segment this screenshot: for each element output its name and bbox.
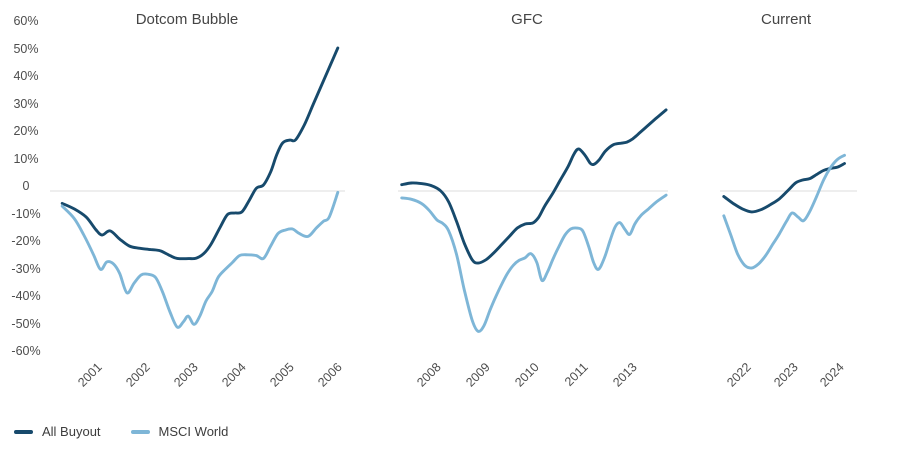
- y-axis-tick-label: -10%: [11, 206, 41, 221]
- panel-title-gfc: GFC: [511, 11, 543, 28]
- series-line-msci-world: [400, 193, 668, 333]
- y-axis-tick-label: -20%: [11, 234, 41, 248]
- panel-title-dotcom-bubble: Dotcom Bubble: [135, 11, 239, 28]
- panel-title-current: Current: [760, 11, 812, 28]
- legend-label-msci-world: MSCI World: [158, 424, 229, 439]
- y-axis-tick-label: -40%: [11, 289, 41, 303]
- legend: All Buyout MSCI World: [14, 424, 228, 440]
- legend-item-msci-world: MSCI World: [130, 424, 229, 440]
- y-axis-tick-label: 50%: [13, 41, 39, 56]
- y-axis-tick-label: -60%: [11, 344, 41, 358]
- series-line-all-buyout: [400, 108, 668, 265]
- y-axis-tick-label: 20%: [13, 124, 39, 138]
- y-axis-tick-label: 60%: [13, 14, 39, 28]
- legend-item-all-buyout: All Buyout: [14, 424, 101, 440]
- legend-label-all-buyout: All Buyout: [42, 424, 101, 439]
- series-line-all-buyout: [722, 162, 846, 214]
- y-axis-tick-label: 0: [22, 179, 30, 193]
- panel-current: [720, 153, 857, 270]
- series-line-msci-world: [722, 153, 846, 270]
- series-line-all-buyout: [60, 46, 340, 261]
- panel-dotcom-bubble: [50, 46, 345, 329]
- series-line-msci-world: [60, 190, 340, 329]
- y-axis-tick-label: -50%: [11, 316, 41, 331]
- y-axis-tick-label: 30%: [13, 96, 39, 111]
- legend-swatch-all-buyout: [14, 430, 33, 434]
- panel-gfc: [398, 108, 668, 333]
- y-axis-tick-label: 40%: [13, 69, 39, 83]
- legend-swatch-msci-world: [130, 430, 150, 434]
- y-axis-tick-label: -30%: [11, 261, 41, 276]
- y-axis-tick-label: 10%: [13, 151, 39, 166]
